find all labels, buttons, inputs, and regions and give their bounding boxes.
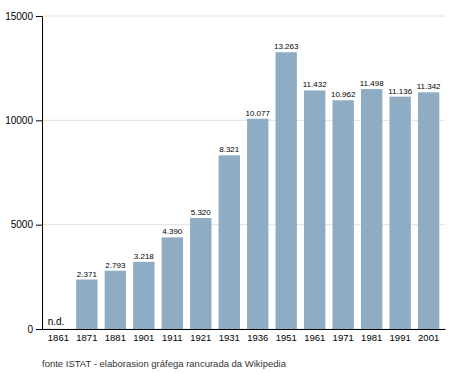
data-labels: n.d. 2.371 2.793 3.218 4.390 5.320 8.321 10.077… xyxy=(48,42,441,327)
x-tick: 1871 xyxy=(76,329,97,343)
bar xyxy=(418,92,439,329)
data-label: 4.390 xyxy=(162,227,183,236)
x-tick: 1911 xyxy=(162,329,182,343)
x-tick-label: 1921 xyxy=(190,332,211,343)
y-tick-label: 5000 xyxy=(11,219,34,230)
chart-container: 0500010000150001861187118811901191119211… xyxy=(0,0,455,373)
chart-svg: 0500010000150001861187118811901191119211… xyxy=(0,0,455,373)
data-label: 13.263 xyxy=(274,42,299,51)
x-tick-label: 1936 xyxy=(247,332,268,343)
y-tick-mark xyxy=(36,329,42,330)
bar xyxy=(219,155,240,329)
data-label: 11.342 xyxy=(417,82,441,91)
bars xyxy=(76,52,439,329)
annotations: fonte ISTAT - elaborasion gráfega rancur… xyxy=(42,358,287,369)
data-label: 2.371 xyxy=(77,270,98,279)
grid-line xyxy=(42,329,445,330)
data-label: 5.320 xyxy=(191,208,212,217)
bar xyxy=(361,89,382,329)
x-tick-label: 1881 xyxy=(105,332,126,343)
bar xyxy=(162,237,183,329)
bar xyxy=(276,52,297,329)
x-tick: 1861 xyxy=(48,329,69,343)
x-tick-label: 1861 xyxy=(48,332,69,343)
y-tick-label: 0 xyxy=(27,324,33,335)
bar xyxy=(247,119,268,329)
data-label: 11.498 xyxy=(360,79,384,88)
y-tick-mark xyxy=(36,225,42,226)
bar xyxy=(105,271,126,329)
x-tick: 1881 xyxy=(105,329,126,343)
x-tick: 1901 xyxy=(133,329,154,343)
x-tick: 2001 xyxy=(418,329,439,343)
data-label: 11.432 xyxy=(303,80,327,89)
data-label: n.d. xyxy=(48,316,65,327)
plot: 0500010000150001861187118811901191119211… xyxy=(5,11,445,343)
x-tick-label: 1901 xyxy=(133,332,154,343)
x-tick: 1991 xyxy=(390,329,411,343)
x-tick-label: 1931 xyxy=(219,332,240,343)
y-tick-label: 10000 xyxy=(5,115,33,126)
data-label: 10.077 xyxy=(246,109,271,118)
x-tick-label: 2001 xyxy=(418,332,439,343)
x-tick: 1961 xyxy=(304,329,325,343)
footer: fonte ISTAT - elaborasion gráfega rancur… xyxy=(42,358,287,369)
x-tick-label: 1981 xyxy=(361,332,382,343)
grid-line xyxy=(42,120,445,121)
x-tick: 1971 xyxy=(333,329,354,343)
x-tick: 1951 xyxy=(276,329,297,343)
y-tick-mark xyxy=(36,16,42,17)
y-tick: 5000 xyxy=(11,219,42,230)
grid-line xyxy=(42,16,445,17)
bar xyxy=(133,262,154,329)
y-axis-line xyxy=(36,17,43,330)
y-tick: 0 xyxy=(27,324,42,335)
bar xyxy=(304,90,325,329)
y-tick: 15000 xyxy=(5,11,42,22)
data-label: 3.218 xyxy=(134,252,155,261)
x-axis-line xyxy=(43,329,446,330)
x-tick: 1921 xyxy=(190,329,211,343)
x-tick-label: 1871 xyxy=(76,332,97,343)
x-tick-label: 1951 xyxy=(276,332,297,343)
data-label: 8.321 xyxy=(219,145,240,154)
x-tick: 1931 xyxy=(219,329,240,343)
x-tick: 1981 xyxy=(361,329,382,343)
y-tick-label: 15000 xyxy=(5,11,33,22)
bar xyxy=(190,218,211,329)
x-tick-label: 1991 xyxy=(390,332,411,343)
y-tick: 10000 xyxy=(5,115,42,126)
data-label: 2.793 xyxy=(105,261,126,270)
y-tick-mark xyxy=(36,120,42,121)
bar xyxy=(333,100,354,329)
x-tick-label: 1971 xyxy=(333,332,354,343)
bar xyxy=(76,280,97,329)
data-label: 10.962 xyxy=(331,90,356,99)
grid-line xyxy=(42,224,445,225)
x-tick: 1936 xyxy=(247,329,268,343)
x-tick-label: 1961 xyxy=(304,332,325,343)
x-tick-label: 1911 xyxy=(162,332,182,343)
y-axis: 0 5000 10000 15000 xyxy=(5,11,42,335)
x-axis: 1861 1871 1881 1901 1911 1921 1931 1936 1951 1961… xyxy=(43,329,446,343)
grid xyxy=(42,16,445,329)
bar xyxy=(389,97,410,329)
data-label: 11.136 xyxy=(388,87,412,96)
